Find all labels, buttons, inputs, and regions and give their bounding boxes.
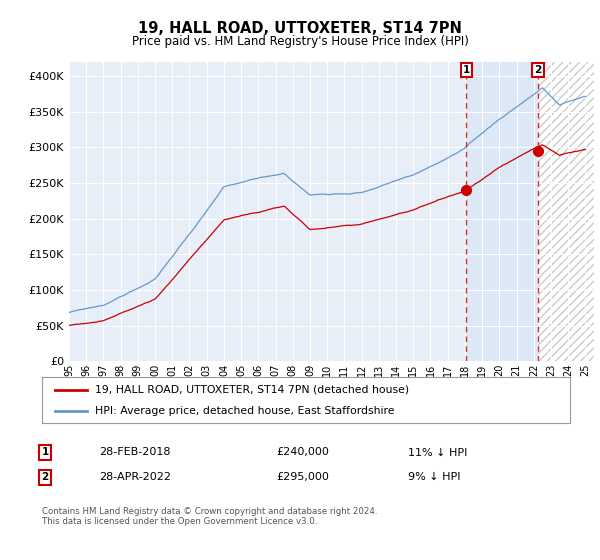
Bar — [538, 62, 594, 361]
Text: 11% ↓ HPI: 11% ↓ HPI — [408, 447, 467, 458]
Text: 1: 1 — [41, 447, 49, 458]
Text: Price paid vs. HM Land Registry's House Price Index (HPI): Price paid vs. HM Land Registry's House … — [131, 35, 469, 48]
Bar — [466, 62, 538, 361]
Text: 19, HALL ROAD, UTTOXETER, ST14 7PN: 19, HALL ROAD, UTTOXETER, ST14 7PN — [138, 21, 462, 36]
Text: £295,000: £295,000 — [276, 472, 329, 482]
Text: 2: 2 — [535, 65, 542, 75]
Text: 2: 2 — [41, 472, 49, 482]
Text: £240,000: £240,000 — [276, 447, 329, 458]
Bar — [538, 62, 594, 361]
Text: 9% ↓ HPI: 9% ↓ HPI — [408, 472, 461, 482]
Text: 28-APR-2022: 28-APR-2022 — [99, 472, 171, 482]
Text: 28-FEB-2018: 28-FEB-2018 — [99, 447, 170, 458]
Text: HPI: Average price, detached house, East Staffordshire: HPI: Average price, detached house, East… — [95, 407, 394, 416]
Text: 19, HALL ROAD, UTTOXETER, ST14 7PN (detached house): 19, HALL ROAD, UTTOXETER, ST14 7PN (deta… — [95, 385, 409, 395]
Text: Contains HM Land Registry data © Crown copyright and database right 2024.
This d: Contains HM Land Registry data © Crown c… — [42, 507, 377, 526]
Text: 1: 1 — [463, 65, 470, 75]
